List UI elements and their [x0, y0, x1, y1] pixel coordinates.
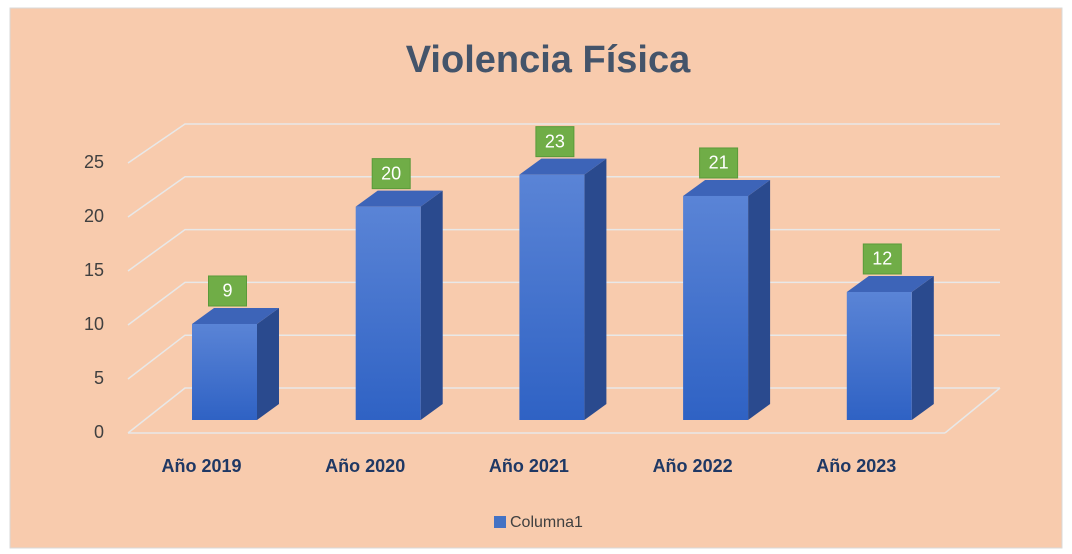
bar — [683, 179, 771, 420]
x-tick-label: Año 2019 — [161, 456, 241, 476]
bar-side — [911, 275, 934, 420]
data-label: 20 — [381, 163, 401, 183]
y-tick-label: 0 — [94, 422, 104, 442]
bar — [355, 190, 443, 420]
y-tick-label: 25 — [84, 152, 104, 172]
data-label-box — [208, 275, 247, 307]
y-tick-label: 20 — [84, 206, 104, 226]
bar-top — [192, 307, 279, 324]
data-label: 12 — [872, 249, 892, 269]
grid-line — [127, 123, 1000, 164]
bar-side — [584, 158, 607, 421]
data-label-box — [862, 243, 902, 275]
x-tick-label: Año 2020 — [325, 456, 405, 476]
data-label: 21 — [709, 153, 729, 173]
bar — [519, 158, 607, 421]
bar — [192, 307, 279, 420]
bar-side — [257, 307, 279, 420]
bar-front — [683, 195, 749, 420]
legend-swatch — [494, 516, 506, 528]
bar-top — [355, 190, 443, 207]
bar-top — [683, 179, 771, 196]
bar-side — [420, 190, 443, 420]
bar-front — [519, 174, 585, 420]
bar-side — [748, 179, 771, 420]
chart-title: Violencia Física — [406, 39, 691, 81]
bar-front — [192, 323, 257, 420]
data-label: 9 — [222, 281, 232, 301]
bar-front — [355, 206, 421, 420]
bar-top — [519, 158, 607, 175]
y-tick-label: 15 — [84, 260, 104, 280]
legend-label: Columna1 — [510, 514, 583, 531]
bar-top — [846, 275, 934, 292]
data-label-box — [699, 147, 739, 179]
data-label-box — [371, 158, 411, 190]
x-tick-label: Año 2023 — [816, 456, 896, 476]
data-label: 23 — [545, 131, 565, 151]
y-tick-label: 10 — [84, 314, 104, 334]
x-tick-label: Año 2022 — [653, 456, 733, 476]
x-tick-label: Año 2021 — [489, 456, 569, 476]
bar-front — [846, 291, 912, 420]
data-label-box — [535, 126, 575, 158]
floor-edge — [944, 387, 1001, 434]
y-tick-label: 5 — [94, 368, 104, 388]
bar — [846, 275, 934, 420]
